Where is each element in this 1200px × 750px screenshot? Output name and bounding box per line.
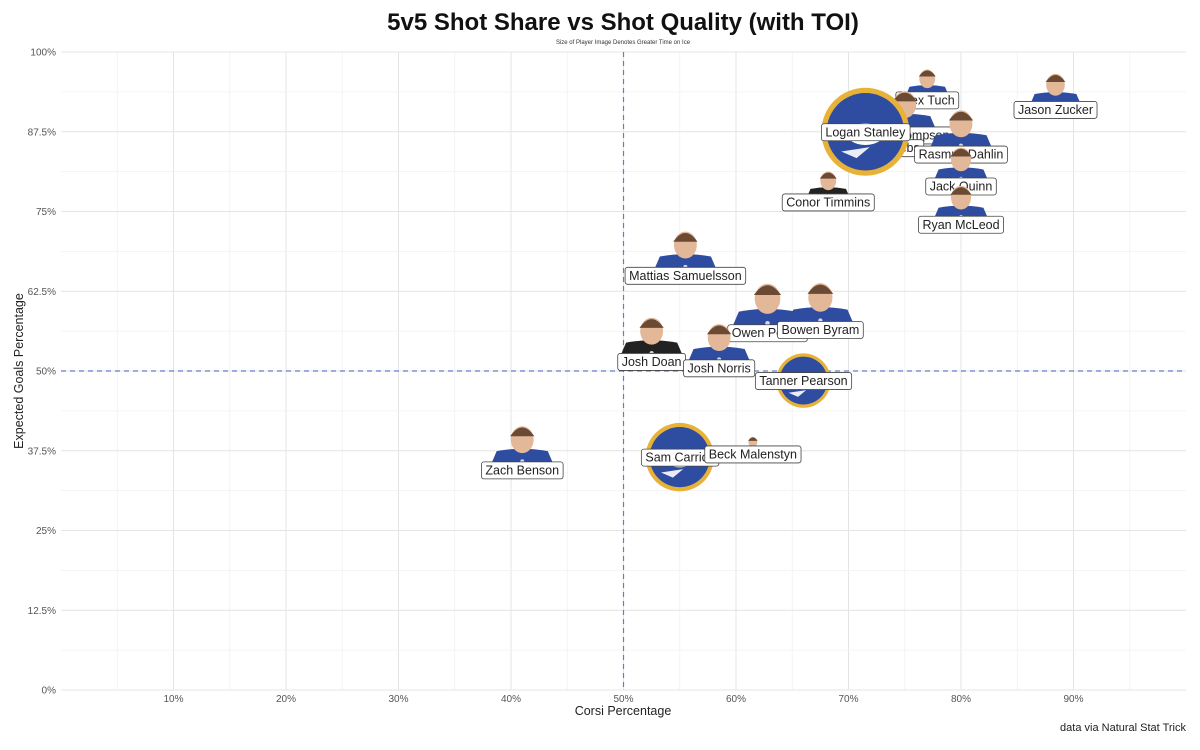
- point-label: Mattias Samuelsson: [624, 266, 747, 285]
- point-label-text: Josh Norris: [688, 361, 751, 375]
- y-tick-label: 0%: [42, 686, 57, 697]
- x-tick-label: 40%: [501, 694, 521, 705]
- player-hair: [639, 319, 664, 328]
- point-label-text: Josh Doan: [622, 355, 682, 369]
- team-logo-swords: [660, 469, 684, 478]
- chart-subtitle: Size of Player Image Denotes Greater Tim…: [556, 40, 691, 46]
- player-hair: [753, 285, 782, 296]
- player-hair: [950, 148, 972, 157]
- point-label: Zach Benson: [481, 461, 564, 480]
- y-tick-label: 75%: [36, 207, 56, 218]
- point-label-text: Beck Malenstyn: [709, 447, 797, 461]
- y-axis-label: Expected Goals Percentage: [12, 293, 26, 449]
- point-label-box: [624, 266, 747, 285]
- point-label-text: Ryan McLeod: [922, 218, 999, 232]
- point-label-text: Zach Benson: [485, 463, 559, 477]
- player-hair: [948, 111, 974, 121]
- point-label-text: Jason Zucker: [1018, 103, 1093, 117]
- y-tick-label: 37.5%: [28, 446, 56, 457]
- chart-title: 5v5 Shot Share vs Shot Quality (with TOI…: [387, 9, 859, 36]
- player-hair: [1045, 74, 1066, 82]
- point-label: Bowen Byram: [777, 321, 864, 339]
- point-label-text: Conor Timmins: [786, 195, 870, 209]
- point-label-text: Sam Carrick: [645, 451, 715, 465]
- x-tick-label: 70%: [838, 694, 858, 705]
- player-hair: [673, 232, 698, 242]
- point-label: Jason Zucker: [1013, 101, 1098, 119]
- team-logo-swords: [788, 390, 807, 397]
- player-hair: [918, 70, 936, 77]
- point-label: Beck Malenstyn: [704, 445, 802, 464]
- player-hair: [510, 427, 535, 437]
- x-tick-label: 80%: [951, 694, 971, 705]
- point-label-box: [481, 461, 564, 480]
- player-hair: [707, 325, 732, 335]
- point-label-box: [1013, 101, 1098, 119]
- y-tick-label: 25%: [36, 526, 56, 537]
- point-label: Logan Stanley: [821, 123, 911, 142]
- y-tick-label: 12.5%: [28, 606, 56, 617]
- point-label-box: [777, 321, 864, 339]
- point-label: Ryan McLeod: [918, 215, 1005, 234]
- y-tick-label: 100%: [30, 48, 56, 59]
- axis-ticks: 10% 20% 30% 40% 50% 60% 70% 80% 90% 0% 12.5% 25% 37.…: [28, 48, 1084, 706]
- x-tick-label: 20%: [276, 694, 296, 705]
- point-label-text: Bowen Byram: [781, 323, 859, 337]
- y-tick-label: 50%: [36, 367, 56, 378]
- player-hair: [748, 437, 758, 441]
- point-label-box: [918, 215, 1005, 234]
- point-label-box: [754, 372, 853, 390]
- data-source-caption: data via Natural Stat Trick: [1060, 722, 1186, 734]
- x-tick-label: 30%: [388, 694, 408, 705]
- point-label-box: [821, 123, 911, 142]
- point-label-box: [704, 445, 802, 464]
- point-label: Josh Doan: [617, 353, 686, 371]
- point-label-box: [781, 193, 875, 212]
- player-hair: [950, 187, 972, 195]
- point-label-text: Mattias Samuelsson: [629, 269, 742, 283]
- player-hair: [892, 92, 917, 102]
- x-tick-label: 60%: [726, 694, 746, 705]
- reference-lines: [61, 52, 1186, 690]
- point-label-text: Logan Stanley: [825, 125, 906, 139]
- x-tick-label: 10%: [163, 694, 183, 705]
- point-label-text: Tanner Pearson: [759, 374, 847, 388]
- y-tick-label: 87.5%: [28, 127, 56, 138]
- point-label: Conor Timmins: [781, 193, 875, 212]
- player-hair: [807, 284, 834, 294]
- x-tick-label: 50%: [613, 694, 633, 705]
- x-axis-label: Corsi Percentage: [575, 704, 672, 718]
- team-logo-swords: [841, 147, 870, 159]
- x-tick-label: 90%: [1063, 694, 1083, 705]
- point-label: Josh Norris: [683, 359, 756, 378]
- point-label: Tanner Pearson: [754, 372, 853, 390]
- y-tick-label: 62.5%: [28, 287, 56, 298]
- point-label-box: [683, 359, 756, 378]
- point-label: Sam Carrick: [640, 448, 720, 467]
- player-hair: [819, 172, 837, 179]
